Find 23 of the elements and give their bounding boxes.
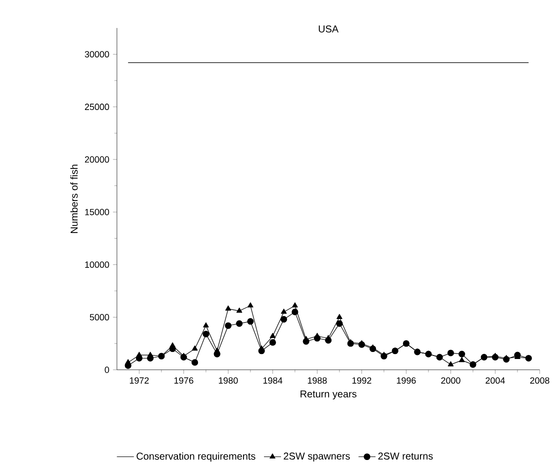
y-axis-title: Numbers of fish <box>70 164 78 234</box>
x-tick-label: 1972 <box>130 377 149 384</box>
y-tick-label: 10000 <box>85 262 110 268</box>
y-tick-label: 30000 <box>84 51 110 58</box>
x-tick-label: 2008 <box>530 377 550 384</box>
x-tick-label: 1996 <box>396 377 416 384</box>
x-tick-label: 1980 <box>218 377 238 384</box>
legend-label: 2SW spawners <box>284 452 350 462</box>
y-tick-label: 20000 <box>84 156 110 163</box>
chart-title: USA <box>318 26 339 33</box>
y-tick-label: 15000 <box>85 208 110 216</box>
legend-label: Conservation requirements <box>136 452 256 462</box>
y-tick-label: 5000 <box>90 314 110 321</box>
x-tick-label: 1992 <box>352 377 372 384</box>
legend-label: 2SW returns <box>378 452 433 460</box>
x-tick-label: 1984 <box>263 377 282 384</box>
y-tick-label: 0 <box>104 366 110 374</box>
x-tick-label: 1988 <box>308 377 327 384</box>
x-tick-label: 2000 <box>441 377 460 384</box>
y-tick-label: 25000 <box>84 104 110 110</box>
x-axis-title: Return years <box>300 390 356 400</box>
x-tick-label: 2004 <box>486 377 505 384</box>
x-tick-label: 1976 <box>174 377 194 384</box>
